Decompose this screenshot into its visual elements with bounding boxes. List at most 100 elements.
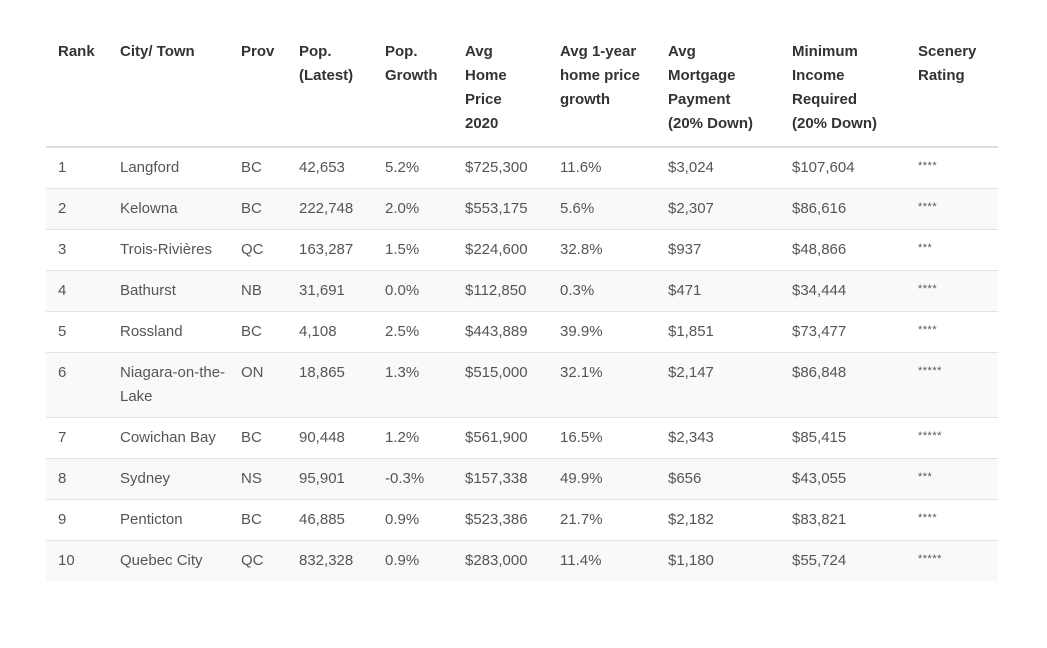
cell-rank: 9 xyxy=(46,499,108,541)
rankings-table-container: Rank City/ Town Prov Pop. (Latest) Pop. Gr… xyxy=(46,30,998,581)
header-scenery: Scenery Rating xyxy=(906,30,998,148)
cell-home-price: $523,386 xyxy=(453,499,548,541)
cell-city: Rossland xyxy=(108,311,229,353)
cell-population: 4,108 xyxy=(287,311,373,353)
cell-city: Trois-Rivières xyxy=(108,229,229,271)
cell-population: 90,448 xyxy=(287,417,373,459)
cell-scenery-rating: **** xyxy=(906,146,998,189)
cell-pop-growth: 5.2% xyxy=(373,146,453,189)
cell-rank: 8 xyxy=(46,458,108,500)
cell-prov: BC xyxy=(229,311,287,353)
table-row: 8 Sydney NS 95,901 -0.3% $157,338 49.9% … xyxy=(46,458,998,500)
cell-prov: QC xyxy=(229,229,287,271)
cell-population: 832,328 xyxy=(287,540,373,581)
cell-pop-growth: 1.2% xyxy=(373,417,453,459)
table-body: 1 Langford BC 42,653 5.2% $725,300 11.6%… xyxy=(46,146,998,581)
cell-prov: BC xyxy=(229,188,287,230)
cell-min-income: $83,821 xyxy=(780,499,906,541)
header-min-income: Minimum Income Required (20% Down) xyxy=(780,30,906,148)
header-mortgage: Avg Mortgage Payment (20% Down) xyxy=(656,30,780,148)
header-avg-home-price: Avg Home Price 2020 xyxy=(453,30,548,148)
cell-home-price: $553,175 xyxy=(453,188,548,230)
header-city: City/ Town xyxy=(108,30,229,148)
table-row: 2 Kelowna BC 222,748 2.0% $553,175 5.6% … xyxy=(46,188,998,230)
cell-min-income: $73,477 xyxy=(780,311,906,353)
cell-mortgage: $1,851 xyxy=(656,311,780,353)
cell-prov: BC xyxy=(229,417,287,459)
cell-scenery-rating: ***** xyxy=(906,540,998,581)
cell-mortgage: $2,147 xyxy=(656,352,780,418)
cell-price-growth: 49.9% xyxy=(548,458,656,500)
header-row: Rank City/ Town Prov Pop. (Latest) Pop. Gr… xyxy=(46,30,998,148)
cell-city: Niagara-on-the-Lake xyxy=(108,352,229,418)
cell-city: Bathurst xyxy=(108,270,229,312)
cell-city: Penticton xyxy=(108,499,229,541)
cell-rank: 3 xyxy=(46,229,108,271)
cell-population: 46,885 xyxy=(287,499,373,541)
cell-rank: 10 xyxy=(46,540,108,581)
header-pop-growth: Pop. Growth xyxy=(373,30,453,148)
cell-mortgage: $2,182 xyxy=(656,499,780,541)
cell-min-income: $48,866 xyxy=(780,229,906,271)
cell-home-price: $283,000 xyxy=(453,540,548,581)
cell-price-growth: 11.6% xyxy=(548,146,656,189)
cell-pop-growth: -0.3% xyxy=(373,458,453,500)
table-row: 5 Rossland BC 4,108 2.5% $443,889 39.9% … xyxy=(46,311,998,353)
cell-mortgage: $471 xyxy=(656,270,780,312)
cell-pop-growth: 0.9% xyxy=(373,499,453,541)
cell-price-growth: 32.8% xyxy=(548,229,656,271)
cell-home-price: $515,000 xyxy=(453,352,548,418)
table-row: 4 Bathurst NB 31,691 0.0% $112,850 0.3% … xyxy=(46,270,998,312)
cell-scenery-rating: **** xyxy=(906,270,998,312)
cell-population: 18,865 xyxy=(287,352,373,418)
cell-min-income: $43,055 xyxy=(780,458,906,500)
cell-home-price: $157,338 xyxy=(453,458,548,500)
cell-price-growth: 21.7% xyxy=(548,499,656,541)
cell-scenery-rating: *** xyxy=(906,229,998,271)
table-row: 6 Niagara-on-the-Lake ON 18,865 1.3% $51… xyxy=(46,352,998,418)
cell-min-income: $86,848 xyxy=(780,352,906,418)
header-prov: Prov xyxy=(229,30,287,148)
cell-city: Langford xyxy=(108,146,229,189)
cell-mortgage: $2,343 xyxy=(656,417,780,459)
cell-home-price: $443,889 xyxy=(453,311,548,353)
cell-prov: BC xyxy=(229,146,287,189)
table-header: Rank City/ Town Prov Pop. (Latest) Pop. Gr… xyxy=(46,30,998,148)
cell-mortgage: $2,307 xyxy=(656,188,780,230)
cell-home-price: $224,600 xyxy=(453,229,548,271)
header-price-growth: Avg 1-year home price growth xyxy=(548,30,656,148)
cell-city: Kelowna xyxy=(108,188,229,230)
cell-pop-growth: 1.3% xyxy=(373,352,453,418)
cell-population: 42,653 xyxy=(287,146,373,189)
table-row: 1 Langford BC 42,653 5.2% $725,300 11.6%… xyxy=(46,146,998,189)
cell-scenery-rating: *** xyxy=(906,458,998,500)
cell-price-growth: 0.3% xyxy=(548,270,656,312)
cell-prov: BC xyxy=(229,499,287,541)
cell-population: 31,691 xyxy=(287,270,373,312)
cell-scenery-rating: ***** xyxy=(906,352,998,418)
cell-mortgage: $1,180 xyxy=(656,540,780,581)
cell-scenery-rating: **** xyxy=(906,499,998,541)
cell-pop-growth: 1.5% xyxy=(373,229,453,271)
cell-price-growth: 11.4% xyxy=(548,540,656,581)
cell-price-growth: 5.6% xyxy=(548,188,656,230)
cell-min-income: $86,616 xyxy=(780,188,906,230)
cell-pop-growth: 2.0% xyxy=(373,188,453,230)
cell-min-income: $55,724 xyxy=(780,540,906,581)
cell-home-price: $725,300 xyxy=(453,146,548,189)
header-rank: Rank xyxy=(46,30,108,148)
table-row: 10 Quebec City QC 832,328 0.9% $283,000 … xyxy=(46,540,998,581)
table-row: 3 Trois-Rivières QC 163,287 1.5% $224,60… xyxy=(46,229,998,271)
table-row: 9 Penticton BC 46,885 0.9% $523,386 21.7… xyxy=(46,499,998,541)
cell-mortgage: $3,024 xyxy=(656,146,780,189)
cell-min-income: $85,415 xyxy=(780,417,906,459)
cell-rank: 5 xyxy=(46,311,108,353)
cell-city: Cowichan Bay xyxy=(108,417,229,459)
cell-rank: 2 xyxy=(46,188,108,230)
cell-pop-growth: 0.0% xyxy=(373,270,453,312)
cell-rank: 6 xyxy=(46,352,108,418)
cell-price-growth: 32.1% xyxy=(548,352,656,418)
cell-mortgage: $656 xyxy=(656,458,780,500)
cell-population: 163,287 xyxy=(287,229,373,271)
cell-rank: 7 xyxy=(46,417,108,459)
